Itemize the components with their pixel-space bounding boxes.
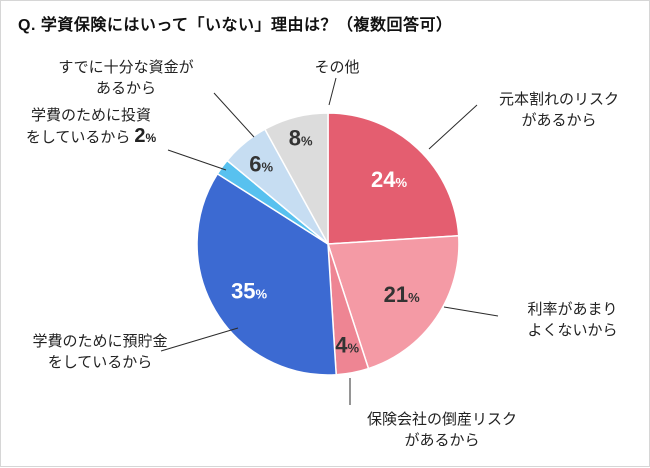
leader-line-1 — [443, 306, 499, 317]
slice-label-text: 元本割れのリスク — [498, 91, 619, 108]
slice-percent-label-2: 4% — [335, 332, 359, 357]
chart-title: Q. 学資保険にはいって「いない」理由は？（複数回答可） — [18, 17, 453, 34]
slice-label-text: をしているから — [25, 129, 131, 146]
slice-callout-2: 保険会社の倒産リスク があるから — [347, 409, 537, 451]
slice-label-text: あるから — [95, 80, 156, 97]
slice-percent-label-3: 35% — [231, 279, 267, 304]
pie-slice-3 — [196, 172, 337, 376]
slice-percent-label-0: 24% — [371, 167, 407, 192]
slice-callout-5: すでに十分な資金が あるから — [37, 57, 215, 99]
slice-percent-label-1: 21% — [384, 282, 420, 307]
slice-label-text: 利率があまり — [527, 301, 618, 318]
slice-label-text: があるから — [521, 112, 597, 129]
slice-percent-label-4: 2% — [134, 125, 157, 147]
slice-callout-4: 学費のために投資をしているから 2% — [5, 105, 177, 149]
pie-slice-1 — [326, 235, 460, 370]
pie-slice-6 — [263, 112, 329, 245]
slice-label-text: をしているから — [47, 354, 153, 371]
pie-slice-0 — [327, 112, 460, 245]
slice-label-text: 学費のために預貯金 — [32, 333, 168, 350]
leader-line-3 — [160, 327, 239, 352]
leader-line-4 — [167, 149, 227, 171]
slice-callout-1: 利率があまり よくないから — [499, 299, 646, 341]
leader-line-5 — [213, 92, 255, 138]
slice-callout-3: 学費のために預貯金 をしているから — [7, 331, 193, 373]
slice-label-text: があるから — [404, 432, 480, 449]
slice-label-text: よくないから — [527, 322, 618, 339]
leader-line-6 — [328, 77, 337, 106]
slice-percent-label-6: 8% — [289, 125, 313, 150]
slice-percent-label-5: 6% — [249, 151, 273, 176]
leader-line-0 — [428, 104, 478, 150]
slice-label-text: すでに十分な資金が — [58, 59, 194, 76]
slice-callout-0: 元本割れのリスク があるから — [479, 89, 639, 131]
slice-callout-6: その他 — [295, 57, 379, 78]
slice-label-text: 保険会社の倒産リスク — [366, 411, 517, 428]
slice-label-text: 学費のために投資 — [30, 107, 151, 124]
slice-label-text: その他 — [314, 59, 360, 76]
